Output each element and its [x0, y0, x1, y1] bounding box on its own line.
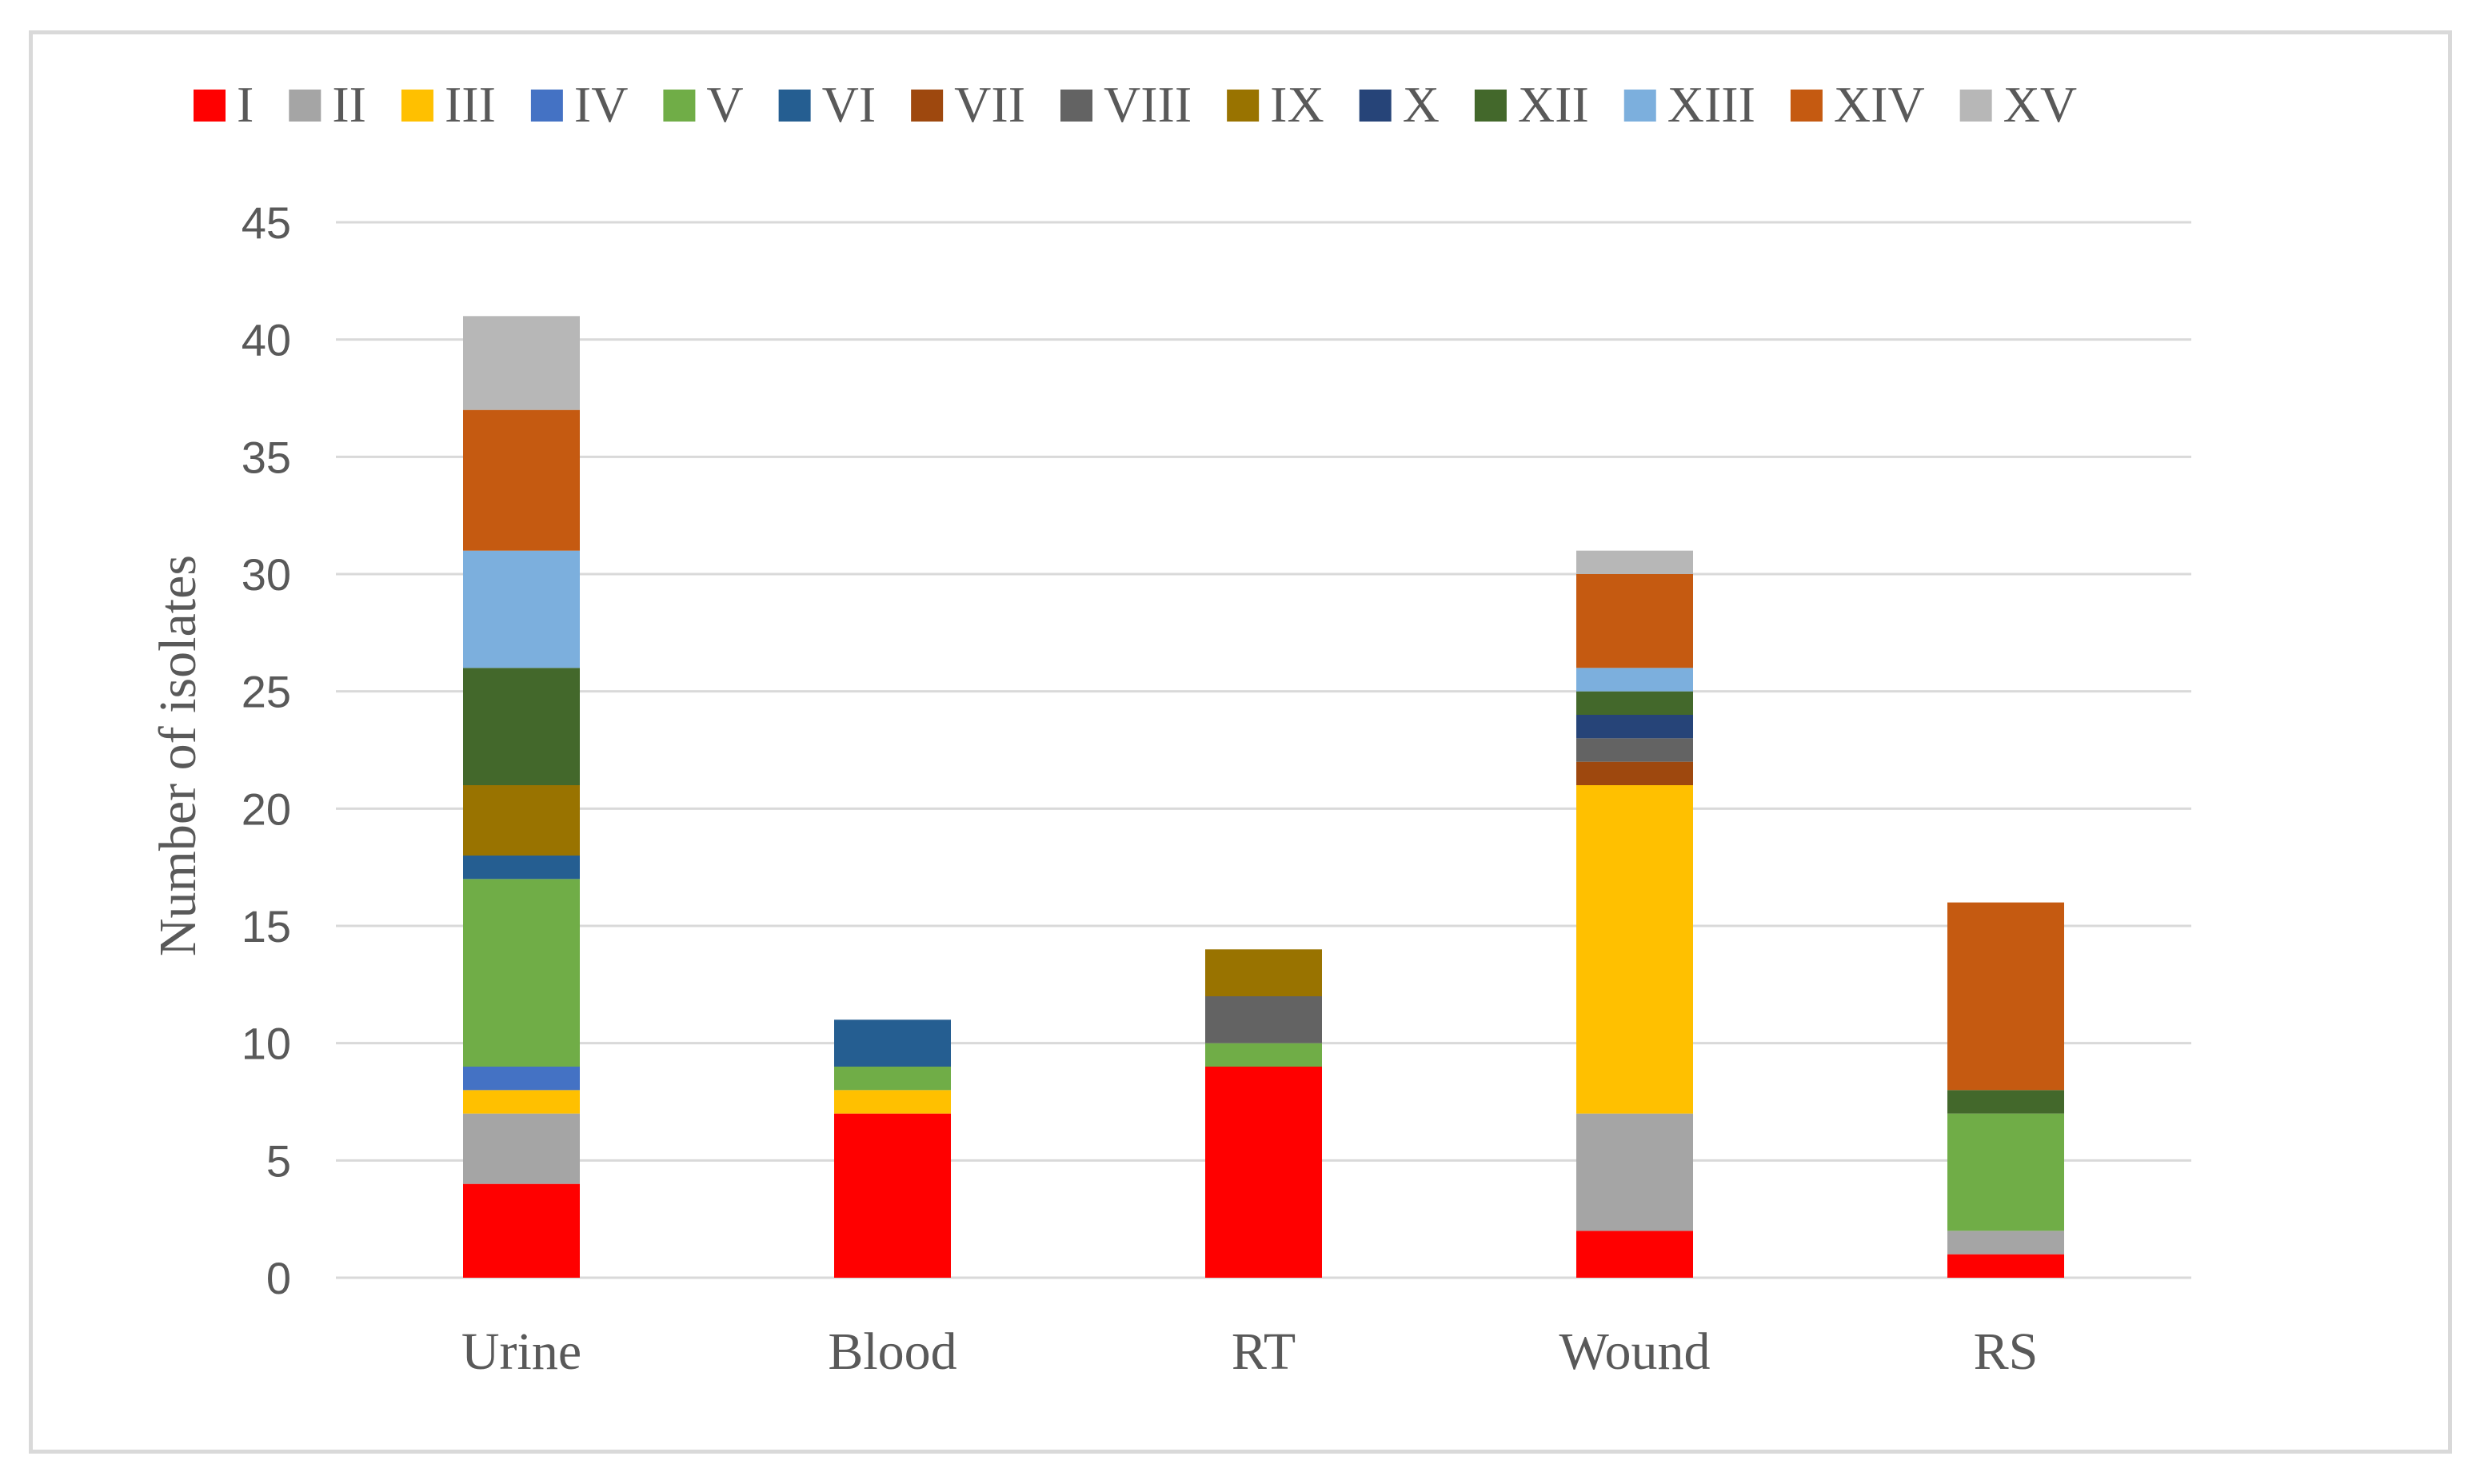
- legend-label: IX: [1270, 76, 1324, 133]
- x-axis-ticks: Urine Blood RT Wound RS: [461, 1322, 2039, 1381]
- y-tick-label: 15: [242, 901, 291, 951]
- y-tick-label: 45: [242, 197, 291, 248]
- bar-segment-rs-v: [1947, 1113, 2064, 1231]
- y-tick-label: 20: [242, 784, 291, 834]
- legend-swatch: [1623, 90, 1656, 122]
- y-axis-label: Number of isolates: [149, 555, 207, 956]
- legend-label: XIV: [1834, 76, 1925, 133]
- x-tick-label: Urine: [461, 1322, 581, 1381]
- legend-label: VII: [954, 76, 1025, 133]
- bar-segment-blood-vi: [834, 1019, 951, 1067]
- bar-segment-wound-xv: [1576, 550, 1693, 574]
- legend-label: XV: [2003, 76, 2077, 133]
- bar-segment-urine-iii: [463, 1090, 580, 1114]
- legend-label: IV: [574, 76, 629, 133]
- bar-segment-urine-xv: [463, 316, 580, 410]
- bar-segment-wound-ii: [1576, 1113, 1693, 1231]
- legend-swatch: [1227, 90, 1260, 122]
- legend-swatch: [530, 90, 563, 122]
- bar-segment-rt-v: [1205, 1043, 1322, 1067]
- legend-swatch: [1474, 90, 1507, 122]
- gridlines: [336, 221, 2191, 1279]
- legend-swatch: [778, 90, 811, 122]
- legend-swatch: [1959, 90, 1992, 122]
- bar-segment-wound-x: [1576, 715, 1693, 739]
- bar-segment-urine-iv: [463, 1067, 580, 1091]
- y-tick-label: 30: [242, 549, 291, 600]
- bar-segment-rt-ix: [1205, 949, 1322, 996]
- legend-swatch: [1790, 90, 1823, 122]
- legend-swatch: [663, 90, 696, 122]
- y-tick-label: 25: [242, 667, 291, 717]
- y-tick-label: 35: [242, 432, 291, 482]
- y-axis-ticks: 0 5 10 15 20 25 30 35 40 45: [242, 197, 291, 1303]
- legend-swatch: [1359, 90, 1392, 122]
- x-tick-label: RS: [1974, 1322, 2039, 1381]
- bar-segment-wound-i: [1576, 1231, 1693, 1278]
- bar-segment-wound-xii: [1576, 691, 1693, 715]
- bar-segment-urine-xii: [463, 668, 580, 785]
- legend-label: X: [1403, 76, 1440, 133]
- bar-segment-wound-iii: [1576, 785, 1693, 1114]
- legend-label: XIII: [1667, 76, 1755, 133]
- bar-segment-wound-xiv: [1576, 574, 1693, 668]
- legend-swatch: [401, 90, 433, 122]
- bar-segment-urine-ix: [463, 785, 580, 856]
- legend-label: VI: [822, 76, 877, 133]
- legend-label: VIII: [1104, 76, 1192, 133]
- bar-segment-wound-viii: [1576, 738, 1693, 762]
- legend-label: II: [332, 76, 366, 133]
- bar-segment-rt-viii: [1205, 996, 1322, 1043]
- legend-swatch: [911, 90, 944, 122]
- legend-label: I: [237, 76, 254, 133]
- legend-label: III: [445, 76, 496, 133]
- bar-segment-blood-i: [834, 1113, 951, 1278]
- bar-segment-urine-xiv: [463, 409, 580, 551]
- x-tick-label: Blood: [828, 1322, 956, 1381]
- bar-segment-urine-xiii: [463, 550, 580, 668]
- y-tick-label: 40: [242, 315, 291, 365]
- legend-swatch: [289, 90, 321, 122]
- legend-swatch: [194, 90, 226, 122]
- bar-segment-urine-vi: [463, 856, 580, 880]
- bar-segment-wound-vii: [1576, 761, 1693, 785]
- y-tick-label: 0: [266, 1253, 291, 1303]
- bar-segment-rt-i: [1205, 1067, 1322, 1278]
- bar-segment-urine-ii: [463, 1113, 580, 1184]
- bar-segment-rs-xiv: [1947, 902, 2064, 1091]
- y-tick-label: 5: [266, 1135, 291, 1186]
- bar-segment-blood-iii: [834, 1090, 951, 1114]
- bar-segment-urine-v: [463, 879, 580, 1067]
- bar-segment-rs-xii: [1947, 1090, 2064, 1114]
- legend-label: XII: [1518, 76, 1589, 133]
- y-tick-label: 10: [242, 1019, 291, 1069]
- bar-segment-rs-ii: [1947, 1231, 2064, 1255]
- bars: [463, 316, 2064, 1278]
- bar-segment-rs-i: [1947, 1254, 2064, 1278]
- x-tick-label: RT: [1232, 1322, 1296, 1381]
- x-tick-label: Wound: [1559, 1322, 1710, 1381]
- bar-segment-blood-v: [834, 1067, 951, 1091]
- bar-segment-wound-xiii: [1576, 668, 1693, 692]
- bar-segment-urine-i: [463, 1183, 580, 1278]
- legend-swatch: [1060, 90, 1092, 122]
- legend-label: V: [706, 76, 743, 133]
- legend: I II III IV V VI VII VIII IX X XII XIII XIV XV: [194, 76, 2077, 133]
